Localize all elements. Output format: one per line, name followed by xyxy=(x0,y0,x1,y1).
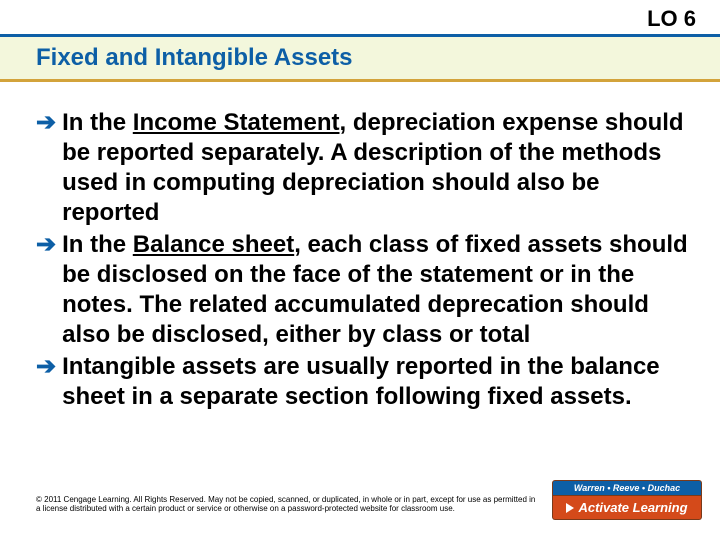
play-icon xyxy=(566,503,574,513)
copyright-text: © 2011 Cengage Learning. All Rights Rese… xyxy=(36,495,540,514)
badge-authors: Warren • Reeve • Duchac xyxy=(552,480,702,496)
bullet-item: ➔ In the Balance sheet, each class of fi… xyxy=(36,230,692,350)
publisher-badge: Warren • Reeve • Duchac Activate Learnin… xyxy=(552,480,702,524)
arrow-icon: ➔ xyxy=(36,108,56,138)
slide-title: Fixed and Intangible Assets xyxy=(36,44,353,72)
bullet-item: ➔ Intangible assets are usually reported… xyxy=(36,352,692,412)
arrow-icon: ➔ xyxy=(36,230,56,260)
bullet-item: ➔ In the Income Statement, depreciation … xyxy=(36,108,692,228)
learning-objective-label: LO 6 xyxy=(647,6,696,32)
title-bar: Fixed and Intangible Assets xyxy=(0,34,720,82)
arrow-icon: ➔ xyxy=(36,352,56,382)
bullet-text: In the Income Statement, depreciation ex… xyxy=(62,108,692,228)
bullet-text: Intangible assets are usually reported i… xyxy=(62,352,692,412)
badge-cta: Activate Learning xyxy=(552,496,702,520)
bullet-text: In the Balance sheet, each class of fixe… xyxy=(62,230,692,350)
content-area: ➔ In the Income Statement, depreciation … xyxy=(36,108,692,414)
